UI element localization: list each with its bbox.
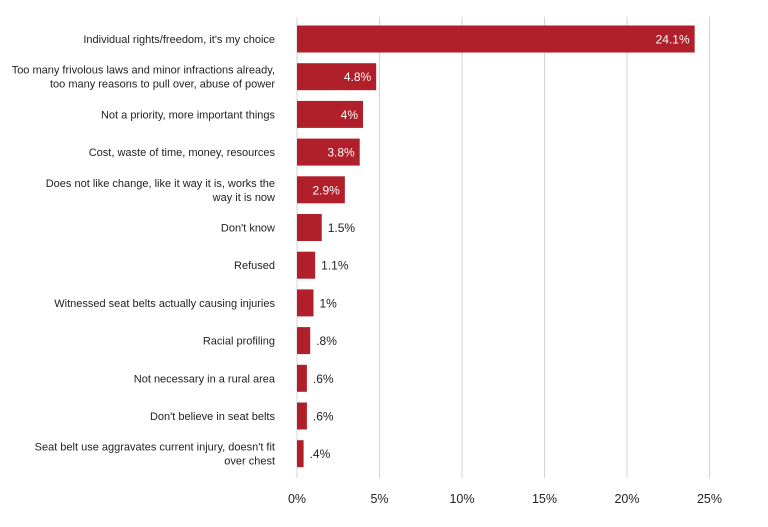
bar xyxy=(297,364,307,392)
category-label-line: Don't know xyxy=(221,223,275,235)
bar-value-label: 1% xyxy=(320,296,338,310)
bar xyxy=(297,440,304,468)
x-tick-label: 5% xyxy=(370,492,388,506)
category-label-line: Cost, waste of time, money, resources xyxy=(89,147,276,159)
x-tick-label: 15% xyxy=(532,492,557,506)
bar xyxy=(297,63,377,91)
category-label: Individual rights/freedom, it's my choic… xyxy=(83,34,275,46)
category-label-line: Does not like change, like it way it is,… xyxy=(46,178,275,190)
category-label-line: Refused xyxy=(234,260,275,272)
category-label-line: over chest xyxy=(224,456,275,468)
bar-value-label: 3.8% xyxy=(327,146,355,160)
category-label-line: Too many frivolous laws and minor infrac… xyxy=(12,65,275,77)
category-label: Not necessary in a rural area xyxy=(134,373,276,385)
category-label: Racial profiling xyxy=(203,336,275,348)
x-tick-label: 20% xyxy=(614,492,639,506)
x-tick-label: 10% xyxy=(449,492,474,506)
bar xyxy=(297,289,314,317)
category-label: Too many frivolous laws and minor infrac… xyxy=(12,65,276,91)
bar xyxy=(297,25,695,53)
bar-value-label: 4.8% xyxy=(344,70,372,84)
bar-value-label: .6% xyxy=(313,372,334,386)
category-label: Don't know xyxy=(221,223,275,235)
bar xyxy=(297,100,363,128)
category-label-line: Racial profiling xyxy=(203,336,275,348)
category-label-line: Individual rights/freedom, it's my choic… xyxy=(83,34,275,46)
bar-value-label: 24.1% xyxy=(656,33,690,47)
bar xyxy=(297,251,316,279)
category-label-line: Witnessed seat belts actually causing in… xyxy=(54,298,275,310)
bar xyxy=(297,327,311,355)
bar-value-label: 4% xyxy=(341,108,359,122)
x-tick-label: 0% xyxy=(288,492,306,506)
category-label: Cost, waste of time, money, resources xyxy=(89,147,276,159)
category-label-line: Don't believe in seat belts xyxy=(150,411,276,423)
category-label: Refused xyxy=(234,260,275,272)
category-label-line: Not a priority, more important things xyxy=(101,109,276,121)
bar-value-label: .8% xyxy=(316,334,337,348)
x-tick-label: 25% xyxy=(697,492,722,506)
bar-value-label: 2.9% xyxy=(312,183,340,197)
category-label-line: way it is now xyxy=(212,192,275,204)
data-labels: 24.1% 4.8% 4% 3.8% 2.9% 1.5% 1.1% 1% .8% .6% .6% .4… xyxy=(310,33,690,462)
bar-value-label: 1.1% xyxy=(321,259,349,273)
bar-value-label: .4% xyxy=(310,447,331,461)
bars xyxy=(297,25,695,468)
category-label-line: Not necessary in a rural area xyxy=(134,373,276,385)
bar xyxy=(297,402,307,430)
category-label-line: Seat belt use aggravates current injury,… xyxy=(35,442,275,454)
category-label: Don't believe in seat belts xyxy=(150,411,276,423)
bar-value-label: .6% xyxy=(313,410,334,424)
gridlines xyxy=(296,17,710,478)
category-label-line: too many reasons to pull over, abuse of … xyxy=(50,79,275,91)
category-label: Does not like change, like it way it is,… xyxy=(46,178,275,204)
category-label: Seat belt use aggravates current injury,… xyxy=(35,442,275,468)
bar xyxy=(297,214,322,241)
bar-value-label: 1.5% xyxy=(328,221,356,235)
bar xyxy=(297,138,360,166)
bar xyxy=(297,176,345,204)
category-label: Witnessed seat belts actually causing in… xyxy=(54,298,275,310)
category-labels: Individual rights/freedom, it's my choic… xyxy=(12,34,276,468)
category-label: Not a priority, more important things xyxy=(101,109,276,121)
x-axis-ticks: 0% 5% 10% 15% 20% 25% xyxy=(288,492,722,506)
